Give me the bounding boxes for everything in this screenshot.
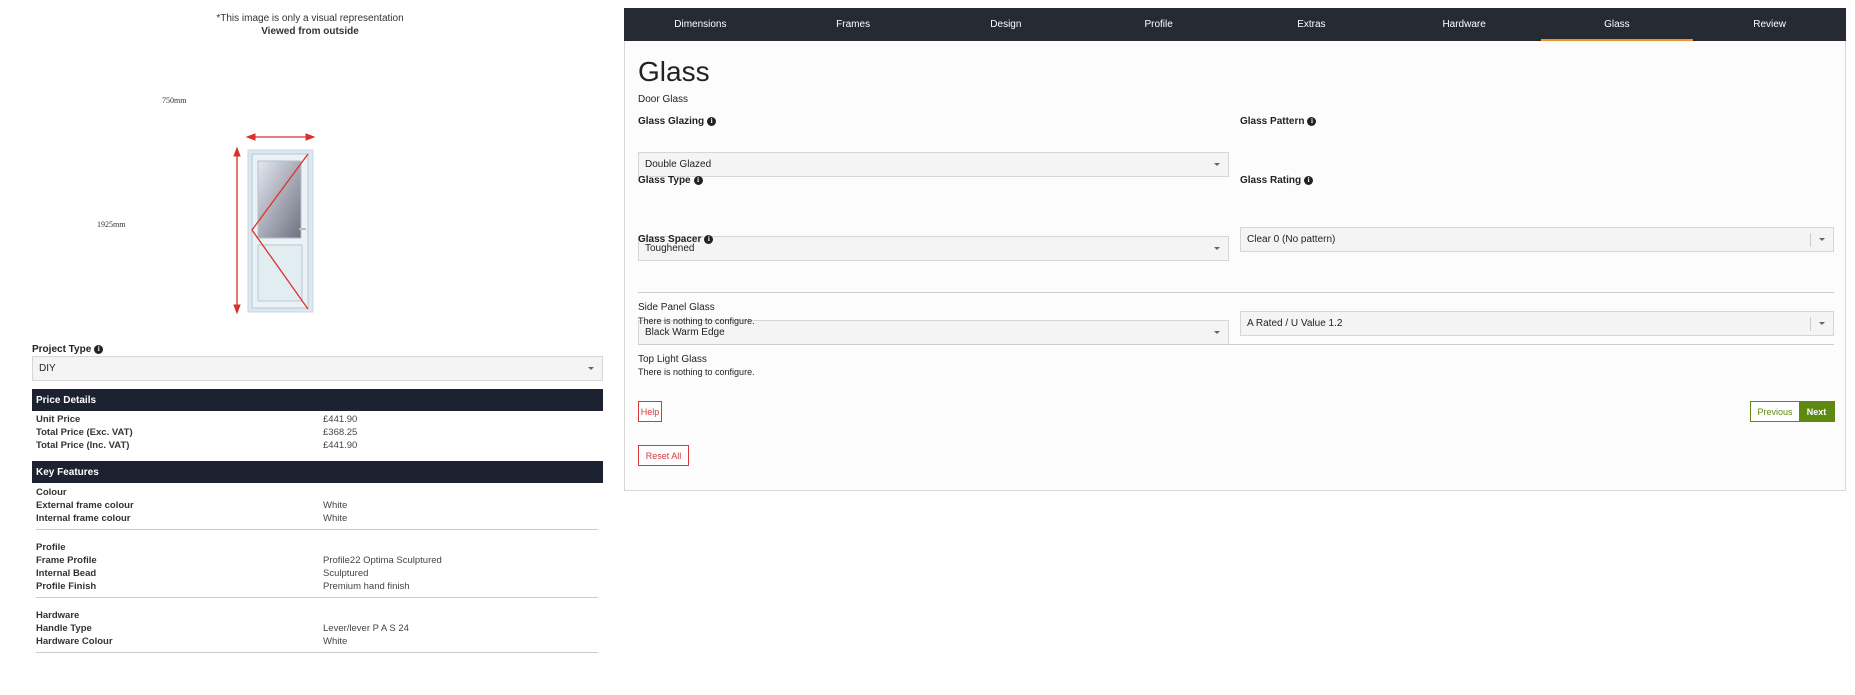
detail-row: Total Price (Exc. VAT) £368.25 (36, 427, 596, 440)
detail-row: Profile (36, 542, 596, 555)
project-type-label: Project Type i (32, 344, 104, 355)
detail-key: Frame Profile (36, 555, 97, 566)
detail-value: Lever/lever P A S 24 (323, 623, 409, 634)
detail-value: £441.90 (323, 440, 358, 451)
chevron-down-icon (1214, 163, 1220, 166)
door-panel (257, 244, 303, 302)
info-icon[interactable]: i (1307, 117, 1317, 126)
height-arrow (233, 146, 241, 315)
detail-row: Hardware (36, 610, 596, 623)
glass-rating-label: Glass Rating i (1240, 175, 1314, 186)
height-dimension: 1925mm (97, 220, 126, 229)
detail-row: External frame colour White (36, 500, 596, 513)
detail-value: White (323, 500, 348, 511)
divider (638, 292, 1834, 293)
width-arrow (245, 133, 316, 141)
detail-value: £368.25 (323, 427, 358, 438)
tab-extras[interactable]: Extras (1297, 19, 1326, 30)
detail-row: Handle Type Lever/lever P A S 24 (36, 623, 596, 636)
detail-row: Profile Finish Premium hand finish (36, 581, 596, 594)
tab-dimensions[interactable]: Dimensions (674, 19, 727, 30)
divider (36, 652, 598, 653)
detail-row: Hardware Colour White (36, 636, 596, 649)
top-light-text: There is nothing to configure. (638, 367, 755, 377)
detail-key: Total Price (Inc. VAT) (36, 440, 130, 451)
detail-value: Sculptured (323, 568, 369, 579)
detail-key: Internal Bead (36, 568, 97, 579)
page-title: Glass (638, 56, 710, 87)
project-type-select[interactable]: DIY (32, 356, 603, 381)
tab-design[interactable]: Design (990, 19, 1022, 30)
tab-review[interactable]: Review (1753, 19, 1787, 30)
info-icon[interactable]: i (707, 117, 717, 126)
glass-glazing-label: Glass Glazing i (638, 116, 717, 127)
top-light-title: Top Light Glass (638, 354, 707, 365)
detail-row: Colour (36, 487, 596, 500)
view-label: Viewed from outside (261, 26, 359, 37)
info-icon[interactable]: i (704, 235, 714, 244)
chevron-down-icon (1819, 322, 1825, 325)
glass-type-select[interactable]: Toughened (638, 236, 1229, 261)
detail-value: £441.90 (323, 414, 358, 425)
side-panel-text: There is nothing to configure. (638, 316, 755, 326)
price-details-header: Price Details (32, 389, 603, 411)
chevron-down-icon (1819, 238, 1825, 241)
door-preview (233, 133, 316, 315)
previous-button[interactable]: Previous (1751, 402, 1799, 421)
tab-profile[interactable]: Profile (1144, 19, 1173, 30)
detail-key: Colour (36, 487, 67, 498)
glass-spacer-select[interactable]: Black Warm Edge (638, 320, 1229, 345)
tab-glass[interactable]: Glass (1540, 8, 1694, 41)
divider (36, 529, 598, 530)
detail-row: Frame Profile Profile22 Optima Sculptured (36, 555, 596, 568)
door-handle (299, 228, 306, 230)
info-icon[interactable]: i (693, 176, 703, 185)
help-button[interactable]: Help (638, 401, 662, 422)
detail-row: Total Price (Inc. VAT) £441.90 (36, 440, 596, 453)
glass-type-label: Glass Type i (638, 175, 703, 186)
info-icon[interactable]: i (94, 345, 104, 354)
glass-spacer-label: Glass Spacer i (638, 234, 714, 245)
key-features-header: Key Features (32, 461, 603, 483)
detail-row: Unit Price £441.90 (36, 414, 596, 427)
detail-key: External frame colour (36, 500, 134, 511)
opening-indicator (251, 153, 309, 310)
tab-hardware[interactable]: Hardware (1442, 19, 1486, 30)
disclaimer: *This image is only a visual representat… (216, 13, 404, 24)
glass-pattern-select[interactable]: Clear 0 (No pattern) (1240, 227, 1834, 252)
detail-key: Profile (36, 542, 66, 553)
chevron-down-icon (1214, 331, 1220, 334)
glass-glazing-select[interactable]: Double Glazed (638, 152, 1229, 177)
detail-value: Profile22 Optima Sculptured (323, 555, 442, 566)
chevron-down-icon (1214, 247, 1220, 250)
width-dimension: 750mm (162, 96, 187, 105)
next-button[interactable]: Next (1799, 402, 1834, 421)
step-navigation: Previous Next (1750, 401, 1835, 422)
detail-key: Unit Price (36, 414, 81, 425)
detail-row: Internal Bead Sculptured (36, 568, 596, 581)
glass-rating-select[interactable]: A Rated / U Value 1.2 (1240, 311, 1834, 336)
section-title: Door Glass (638, 94, 689, 105)
reset-all-button[interactable]: Reset All (638, 445, 689, 466)
detail-row: Internal frame colour White (36, 513, 596, 526)
detail-key: Profile Finish (36, 581, 97, 592)
detail-key: Handle Type (36, 623, 92, 634)
divider (36, 597, 598, 598)
detail-key: Hardware (36, 610, 80, 621)
detail-value: White (323, 636, 348, 647)
divider (638, 344, 1834, 345)
info-icon[interactable]: i (1304, 176, 1314, 185)
detail-key: Internal frame colour (36, 513, 131, 524)
step-tabs: Dimensions Frames Design Profile Extras Hardw… (624, 8, 1846, 41)
detail-key: Total Price (Exc. VAT) (36, 427, 133, 438)
side-panel-title: Side Panel Glass (638, 302, 715, 313)
detail-value: Premium hand finish (323, 581, 410, 592)
detail-key: Hardware Colour (36, 636, 113, 647)
glass-pattern-label: Glass Pattern i (1240, 116, 1317, 127)
detail-value: White (323, 513, 348, 524)
chevron-down-icon (588, 367, 594, 370)
tab-frames[interactable]: Frames (836, 19, 871, 30)
